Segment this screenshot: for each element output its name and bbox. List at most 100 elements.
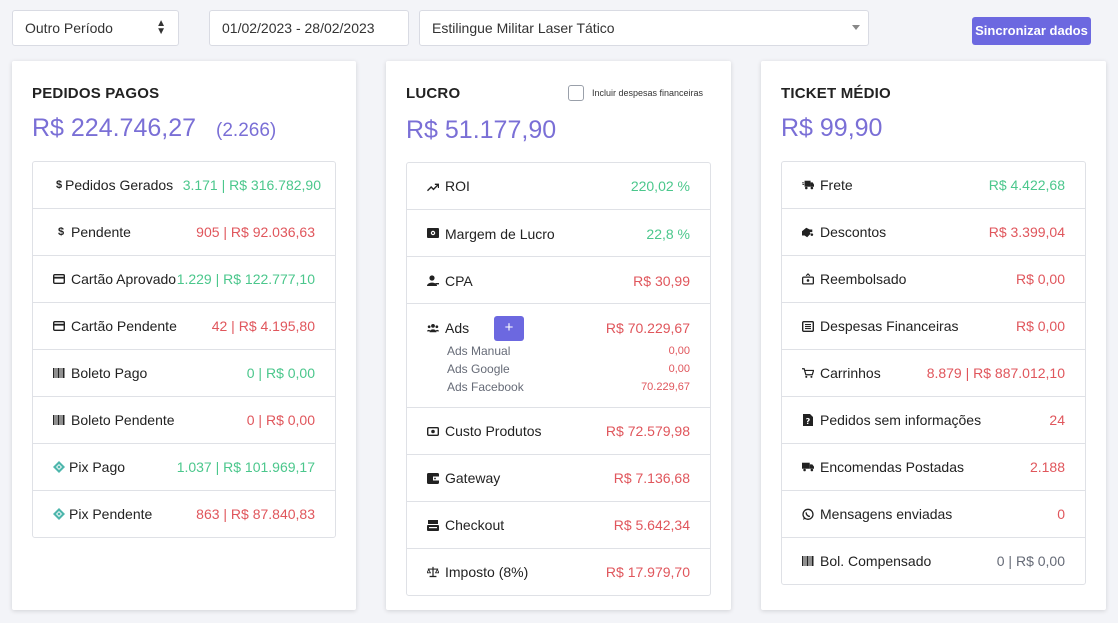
list-item: Reembolsado R$ 0,00 [782, 256, 1085, 303]
ads-breakdown-value: 0,00 [668, 363, 690, 375]
period-select-value: Outro Período [25, 20, 113, 36]
row-value: 0 | R$ 0,00 [996, 553, 1065, 569]
row-value: R$ 4.422,68 [988, 177, 1065, 193]
list-item: Boleto Pago 0 | R$ 0,00 [33, 350, 335, 397]
list-item: Cartão Pendente 42 | R$ 4.195,80 [33, 303, 335, 350]
lucro-card: LUCRO Incluir despesas financeiras R$ 51… [386, 61, 731, 610]
list-item: Bol. Compensado 0 | R$ 0,00 [782, 538, 1085, 584]
row-value: 0 | R$ 0,00 [246, 412, 315, 428]
row-value: R$ 0,00 [1015, 271, 1065, 287]
ads-breakdown-label: Ads Manual [447, 344, 511, 358]
period-select[interactable]: Outro Período ▲ ▼ [12, 10, 179, 46]
row-value: R$ 17.979,70 [605, 564, 690, 580]
list-item: CPA R$ 30,99 [407, 257, 710, 304]
row-label: Ads [445, 320, 470, 336]
cart-icon [802, 367, 814, 379]
row-label: CPA [445, 273, 473, 289]
row-label: Descontos [820, 224, 887, 240]
row-label: Boleto Pendente [71, 412, 175, 428]
row-value: R$ 30,99 [633, 273, 690, 289]
row-label: Pendente [71, 224, 131, 240]
receipt-icon [802, 320, 814, 332]
trending-up-icon [427, 181, 439, 193]
row-label: Checkout [445, 517, 505, 533]
row-label: Pix Pendente [69, 506, 153, 522]
pix-icon [53, 461, 65, 473]
list-item: $ Pendente 905 | R$ 92.036,63 [33, 209, 335, 256]
include-expenses-toggle[interactable]: Incluir despesas financeiras [568, 85, 703, 101]
row-value: 8.879 | R$ 887.012,10 [926, 365, 1065, 381]
row-label: Carrinhos [820, 365, 881, 381]
product-select[interactable]: Estilingue Militar Laser Tático [419, 10, 869, 46]
wallet-icon [427, 472, 439, 484]
list-item: Ads + R$ 70.229,67 Ads Manual 0,00 Ads G… [407, 304, 710, 408]
toolbar: Outro Período ▲ ▼ 01/02/2023 - 28/02/2023… [12, 10, 1118, 46]
list-item: Descontos R$ 3.399,04 [782, 209, 1085, 256]
row-value: R$ 5.642,34 [613, 517, 690, 533]
svg-text:?: ? [806, 417, 811, 426]
row-label: Mensagens enviadas [820, 506, 953, 522]
ads-breakdown-label: Ads Google [447, 362, 510, 376]
row-label: Cartão Aprovado [71, 271, 177, 287]
row-value: R$ 0,00 [1015, 318, 1065, 334]
row-value: R$ 70.229,67 [605, 320, 690, 336]
row-value: 42 | R$ 4.195,80 [211, 318, 315, 334]
list-item: Cartão Aprovado 1.229 | R$ 122.777,10 [33, 256, 335, 303]
row-label: Reembolsado [820, 271, 907, 287]
row-label: Pedidos sem informações [820, 412, 982, 428]
user-icon [427, 274, 439, 286]
row-value: 1.229 | R$ 122.777,10 [176, 271, 315, 287]
list-item: Carrinhos 8.879 | R$ 887.012,10 [782, 350, 1085, 397]
row-value: R$ 7.136,68 [613, 470, 690, 486]
list-item: Pix Pendente 863 | R$ 87.840,83 [33, 491, 335, 537]
row-value: 24 [1049, 412, 1065, 428]
row-label: Boleto Pago [71, 365, 148, 381]
money-icon [427, 425, 439, 437]
sync-button[interactable]: Sincronizar dados [972, 17, 1091, 45]
product-select-value: Estilingue Militar Laser Tático [432, 20, 615, 36]
dropdown-arrow-icon [852, 25, 860, 30]
row-value: 863 | R$ 87.840,83 [196, 506, 315, 522]
cash-register-icon [427, 519, 439, 531]
row-value: R$ 3.399,04 [988, 224, 1065, 240]
pedidos-total-value: R$ 224.746,27 [32, 114, 197, 142]
row-value: 0 | R$ 0,00 [246, 365, 315, 381]
whatsapp-icon [802, 508, 814, 520]
lucro-list: ROI 220,02 % Margem de Lucro 22,8 % CPA … [406, 162, 711, 596]
credit-card-icon [53, 273, 65, 285]
ads-breakdown-value: 0,00 [668, 345, 690, 357]
truck-icon [802, 461, 814, 473]
ticket-medio-card: TICKET MÉDIO R$ 99,90 Frete R$ 4.422,68 … [761, 61, 1106, 610]
dollar-icon: $ [55, 179, 63, 191]
row-label: Margem de Lucro [445, 226, 555, 242]
date-range-input[interactable]: 01/02/2023 - 28/02/2023 [209, 10, 409, 46]
hand-holding-icon [802, 226, 814, 238]
ads-breakdown-label: Ads Facebook [447, 380, 524, 394]
row-value: 22,8 % [646, 226, 690, 242]
row-label: Pedidos Gerados [65, 177, 174, 193]
row-value: 3.171 | R$ 316.782,90 [182, 177, 321, 193]
lucro-total: R$ 51.177,90 [406, 116, 557, 144]
list-item: Mensagens enviadas 0 [782, 491, 1085, 538]
pedidos-pagos-card: PEDIDOS PAGOS R$ 224.746,27 (2.266) $ Ped… [12, 61, 356, 610]
pix-icon [53, 508, 65, 520]
row-value: R$ 72.579,98 [605, 423, 690, 439]
row-label: Encomendas Postadas [820, 459, 964, 475]
list-item: Margem de Lucro 22,8 % [407, 210, 710, 257]
row-label: Bol. Compensado [820, 553, 932, 569]
row-label: Despesas Financeiras [820, 318, 959, 334]
file-question-icon: ? [802, 414, 814, 426]
add-ads-button[interactable]: + [494, 316, 524, 341]
include-expenses-checkbox[interactable] [568, 85, 584, 101]
date-range-value: 01/02/2023 - 28/02/2023 [222, 20, 375, 36]
row-value: 1.037 | R$ 101.969,17 [176, 459, 315, 475]
row-value: 0 [1057, 506, 1065, 522]
list-item: Checkout R$ 5.642,34 [407, 502, 710, 549]
list-item: Encomendas Postadas 2.188 [782, 444, 1085, 491]
row-value: 220,02 % [630, 178, 690, 194]
barcode-icon [53, 367, 65, 379]
pedidos-total: R$ 224.746,27 (2.266) [32, 114, 276, 143]
credit-card-icon [53, 320, 65, 332]
refund-icon [802, 273, 814, 285]
barcode-icon [53, 414, 65, 426]
